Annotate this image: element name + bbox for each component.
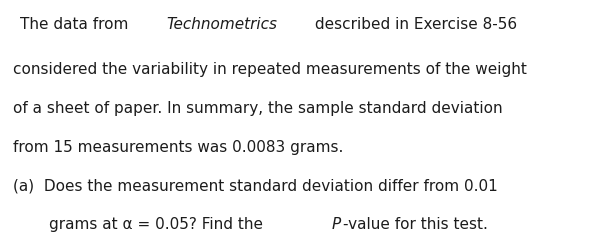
Text: grams at α = 0.05? Find the: grams at α = 0.05? Find the (49, 217, 268, 232)
Text: The data from: The data from (20, 17, 134, 32)
Text: considered the variability in repeated measurements of the weight: considered the variability in repeated m… (13, 62, 527, 77)
Text: Technometrics: Technometrics (167, 17, 278, 32)
Text: described in Exercise 8-56: described in Exercise 8-56 (310, 17, 516, 32)
Text: -value for this test.: -value for this test. (343, 217, 488, 232)
Text: of a sheet of paper. In summary, the sample standard deviation: of a sheet of paper. In summary, the sam… (13, 101, 503, 116)
Text: P: P (331, 217, 341, 232)
Text: (a)  Does the measurement standard deviation differ from 0.01: (a) Does the measurement standard deviat… (13, 179, 498, 194)
Text: from 15 measurements was 0.0083 grams.: from 15 measurements was 0.0083 grams. (13, 140, 343, 155)
